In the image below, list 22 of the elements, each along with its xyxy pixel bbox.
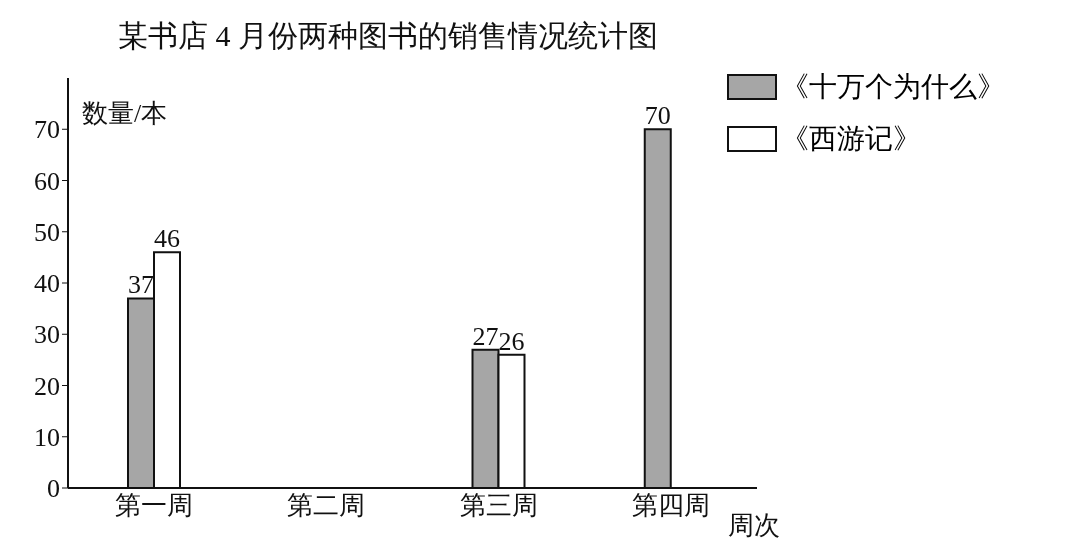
y-tick-label: 0	[47, 474, 60, 504]
y-tick-label: 10	[34, 422, 60, 452]
x-tick-label: 第一周	[115, 491, 194, 521]
legend-label: 《西游记》	[781, 122, 921, 156]
data-label: 70	[644, 101, 671, 131]
x-tick-label: 第四周	[631, 491, 710, 521]
y-tick-label: 70	[34, 115, 60, 145]
data-label: 26	[498, 326, 525, 356]
legend-label: 《十万个为什么》	[781, 70, 1005, 104]
y-axis-title: 数量/本	[82, 98, 168, 130]
y-tick-label: 40	[34, 269, 60, 299]
chart-title: 某书店 4 月份两种图书的销售情况统计图	[118, 18, 658, 54]
x-axis-title: 周次	[728, 510, 780, 542]
data-label: 37	[128, 270, 154, 300]
data-label: 46	[154, 224, 180, 254]
x-tick-label: 第二周	[287, 491, 366, 521]
y-tick-label: 60	[34, 166, 60, 196]
y-tick-label: 30	[34, 320, 60, 350]
data-label: 27	[472, 321, 499, 351]
x-tick-label: 第三周	[459, 491, 538, 521]
y-tick-label: 20	[34, 371, 60, 401]
y-tick-label: 50	[34, 217, 60, 247]
